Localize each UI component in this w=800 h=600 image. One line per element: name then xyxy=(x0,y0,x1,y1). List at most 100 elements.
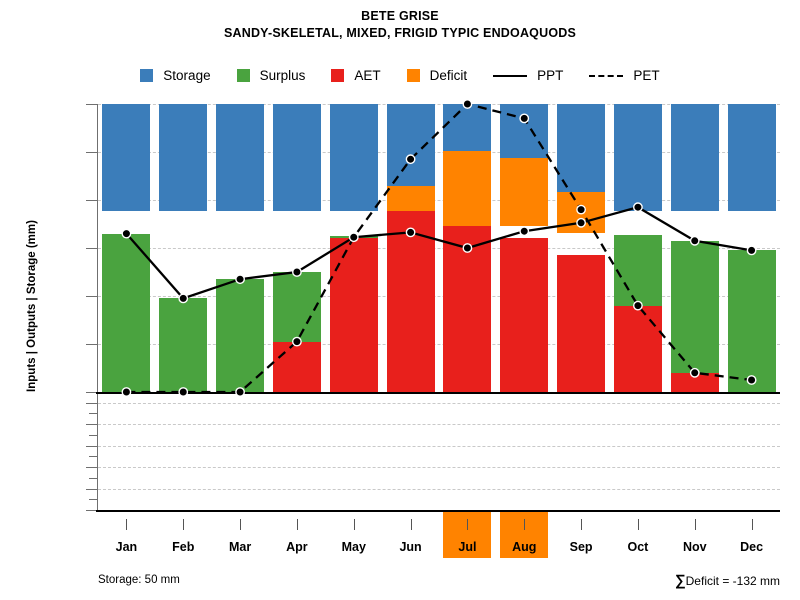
bar-storage-apr[interactable] xyxy=(272,104,321,212)
storage-minor-tick-30 xyxy=(89,456,97,458)
xtick-jun xyxy=(410,519,412,530)
storage-segment xyxy=(443,104,492,152)
aet-segment xyxy=(386,192,435,392)
bar-storage-oct[interactable] xyxy=(613,104,662,212)
month-label-jan[interactable]: Jan xyxy=(115,540,138,554)
legend-item-pet[interactable]: PET xyxy=(589,68,660,83)
storage-gridline-15 xyxy=(98,424,780,426)
bar-upper-dec[interactable] xyxy=(727,250,776,392)
y-axis-spine xyxy=(97,104,98,510)
deficit-segment xyxy=(386,185,435,212)
xtick-aug xyxy=(524,519,526,530)
legend-label: PPT xyxy=(537,68,564,83)
bar-storage-nov[interactable] xyxy=(670,104,719,212)
bar-storage-dec[interactable] xyxy=(727,104,776,212)
bar-upper-jun[interactable] xyxy=(386,192,435,392)
zero-axis-line xyxy=(96,392,780,394)
bar-storage-may[interactable] xyxy=(329,104,378,212)
bar-storage-aug[interactable] xyxy=(500,104,549,227)
storage-segment xyxy=(500,104,549,158)
chart-subtitle-line2: SANDY-SKELETAL, MIXED, FRIGID TYPIC ENDO… xyxy=(223,26,577,40)
bar-storage-sep[interactable] xyxy=(557,104,606,233)
legend-item-aet[interactable]: AET xyxy=(331,68,381,83)
month-label-may[interactable]: May xyxy=(341,540,366,554)
legend-label: Storage xyxy=(163,68,211,83)
bar-upper-apr[interactable] xyxy=(272,272,321,392)
storage-ytick-55 xyxy=(86,510,97,511)
bar-upper-jan[interactable] xyxy=(102,233,151,392)
surplus-segment xyxy=(102,233,151,392)
bar-upper-aug[interactable] xyxy=(500,238,549,392)
bar-storage-feb[interactable] xyxy=(159,104,208,212)
legend-item-storage[interactable]: Storage xyxy=(140,68,211,83)
ytick-120 xyxy=(86,104,97,105)
legend-item-surplus[interactable]: Surplus xyxy=(236,68,305,83)
storage-segment xyxy=(329,104,378,212)
ytick-100 xyxy=(86,152,97,153)
aet-segment xyxy=(443,222,492,392)
legend-label: AET xyxy=(354,68,381,83)
bar-upper-nov[interactable] xyxy=(670,240,719,392)
square-swatch-icon xyxy=(331,69,345,82)
bar-storage-mar[interactable] xyxy=(216,104,265,212)
xtick-oct xyxy=(637,519,639,530)
surplus-segment xyxy=(272,272,321,342)
storage-ytick-15 xyxy=(86,424,97,426)
legend-item-ppt[interactable]: PPT xyxy=(493,68,563,83)
surplus-segment xyxy=(159,298,208,392)
surplus-segment xyxy=(613,234,662,306)
storage-segment xyxy=(216,104,265,212)
surplus-segment xyxy=(216,279,265,392)
storage-ytick-35 xyxy=(86,467,97,469)
deficit-note: ∑Deficit = -132 mm xyxy=(675,572,780,589)
storage-gridline-5 xyxy=(98,402,780,404)
month-label-jul[interactable]: Jul xyxy=(458,540,477,554)
bar-upper-jul[interactable] xyxy=(443,222,492,392)
storage-ytick-5 xyxy=(86,402,97,404)
month-highlight-jul xyxy=(443,510,492,558)
surplus-segment xyxy=(329,236,378,239)
surplus-segment xyxy=(670,240,719,373)
ytick-40 xyxy=(86,296,97,297)
bar-upper-oct[interactable] xyxy=(613,234,662,392)
storage-gridline-25 xyxy=(98,445,780,447)
deficit-segment xyxy=(557,191,606,233)
month-label-sep[interactable]: Sep xyxy=(569,540,593,554)
bar-upper-feb[interactable] xyxy=(159,298,208,392)
ppt-line-point xyxy=(519,226,530,237)
aet-segment xyxy=(272,341,321,392)
bar-storage-jul[interactable] xyxy=(443,104,492,227)
month-label-nov[interactable]: Nov xyxy=(682,540,707,554)
month-highlight-aug xyxy=(500,510,549,558)
chart-title-line1: BETE GRISE xyxy=(361,9,439,23)
month-label-mar[interactable]: Mar xyxy=(228,540,252,554)
square-swatch-icon xyxy=(406,69,420,82)
legend-item-deficit[interactable]: Deficit xyxy=(406,68,467,83)
xtick-dec xyxy=(751,519,753,530)
xtick-jan xyxy=(126,519,128,530)
y-axis-label: Inputs | Outputs | Storage (mm) xyxy=(26,220,38,392)
storage-segment xyxy=(386,104,435,186)
storage-ytick-25 xyxy=(86,445,97,447)
bar-storage-jan[interactable] xyxy=(102,104,151,212)
sigma-icon: ∑ xyxy=(674,572,686,589)
month-label-dec[interactable]: Dec xyxy=(740,540,764,554)
month-label-oct[interactable]: Oct xyxy=(627,540,649,554)
month-label-aug[interactable]: Aug xyxy=(512,540,537,554)
square-swatch-icon xyxy=(140,69,154,82)
bottom-axis-line xyxy=(96,510,780,512)
aet-segment xyxy=(670,372,719,392)
month-label-feb[interactable]: Feb xyxy=(172,540,195,554)
storage-minor-tick-20 xyxy=(89,434,97,436)
xtick-apr xyxy=(296,519,298,530)
month-label-jun[interactable]: Jun xyxy=(399,540,422,554)
bar-upper-mar[interactable] xyxy=(216,279,265,392)
bar-upper-sep[interactable] xyxy=(557,255,606,392)
bar-upper-may[interactable] xyxy=(329,236,378,392)
aet-segment xyxy=(557,255,606,392)
xtick-sep xyxy=(581,519,583,530)
bar-storage-jun[interactable] xyxy=(386,104,435,212)
deficit-segment xyxy=(500,157,549,227)
month-label-apr[interactable]: Apr xyxy=(286,540,308,554)
